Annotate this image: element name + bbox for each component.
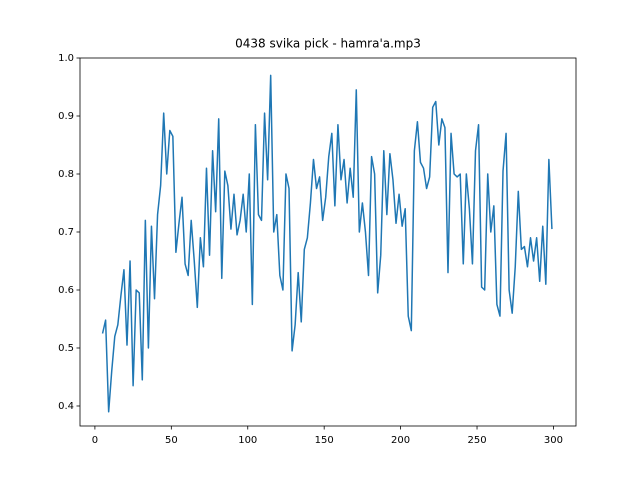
- x-tick-label: 0: [92, 435, 98, 446]
- x-tick-label: 250: [467, 435, 486, 446]
- x-tick-label: 100: [238, 435, 257, 446]
- x-tick-label: 150: [315, 435, 334, 446]
- y-tick-label: 0.9: [58, 111, 74, 122]
- plot-frame: [79, 57, 577, 427]
- x-tick-label: 50: [165, 435, 178, 446]
- y-tick-label: 0.7: [58, 227, 74, 238]
- y-tick-label: 1.0: [58, 53, 74, 64]
- y-tick-label: 0.4: [58, 401, 74, 412]
- line: [101, 74, 553, 413]
- y-tick-label: 0.5: [58, 343, 74, 354]
- y-tick-label: 0.6: [58, 285, 74, 296]
- y-tick-label: 0.8: [58, 169, 74, 180]
- x-tick-label: 200: [391, 435, 410, 446]
- chart-title: 0438 svika pick - hamra'a.mp3: [235, 37, 421, 51]
- x-tick-label: 300: [544, 435, 563, 446]
